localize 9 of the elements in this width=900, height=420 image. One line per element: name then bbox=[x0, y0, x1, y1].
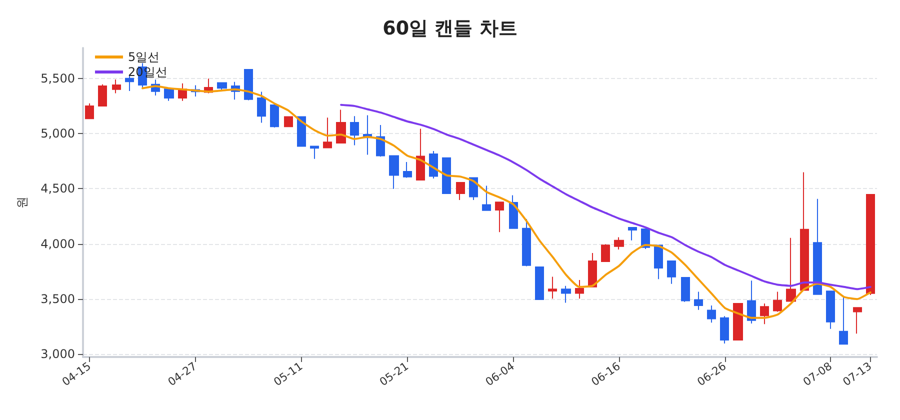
legend-label: 5일선 bbox=[128, 50, 160, 64]
y-tick-label: 3,000 bbox=[40, 347, 75, 362]
y-tick-label: 4,500 bbox=[40, 182, 75, 196]
y-tick-label: 5,500 bbox=[40, 71, 75, 86]
y-tick-label: 3,500 bbox=[40, 292, 75, 306]
y-axis-title: 원 bbox=[15, 196, 29, 208]
y-tick-label: 4,000 bbox=[40, 236, 75, 251]
y-tick-label: 5,000 bbox=[40, 126, 75, 141]
chart-title: 60일 캔들 차트 bbox=[382, 18, 518, 40]
